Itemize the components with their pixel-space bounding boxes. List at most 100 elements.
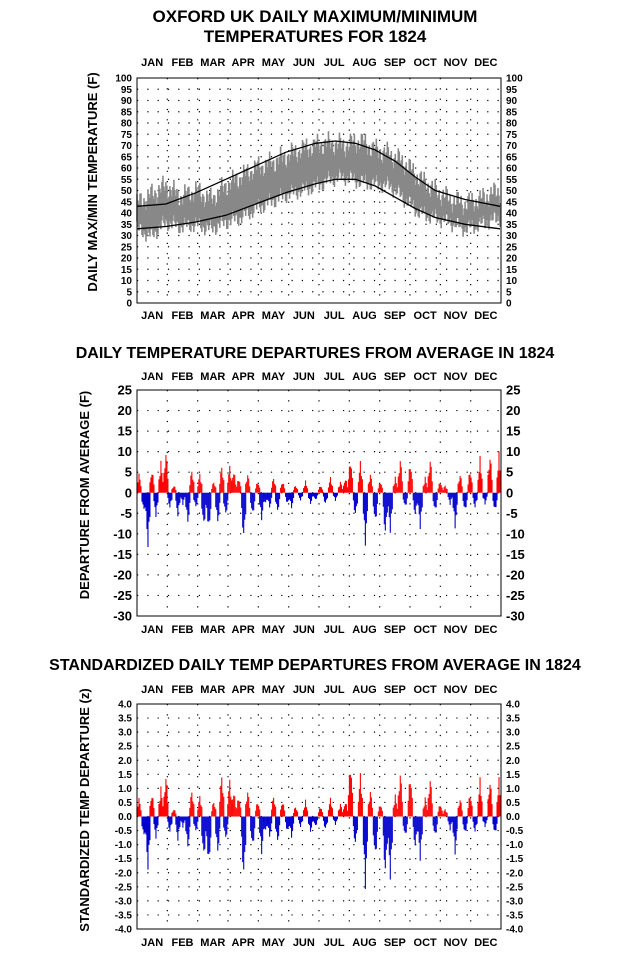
y-tick-label-right: 45 <box>506 197 518 208</box>
month-label-bottom: JUN <box>293 624 315 636</box>
y-tick-label-right: 60 <box>506 164 518 175</box>
month-label-top: DEC <box>474 371 497 383</box>
chart-2-departures: DAILY TEMPERATURE DEPARTURES FROM AVERAG… <box>76 345 555 636</box>
chart-2-y-axis-label: DEPARTURE FROM AVERAGE (F) <box>77 391 92 599</box>
y-tick-label-left: -2.0 <box>115 868 133 879</box>
y-tick-label-right: 5 <box>506 465 513 480</box>
y-tick-label-left: 3.0 <box>118 728 132 739</box>
y-tick-label-right: -3.0 <box>506 896 524 907</box>
month-label-bottom: SEP <box>384 937 406 949</box>
month-label-top: MAR <box>200 57 225 69</box>
month-label-top: AUG <box>352 57 376 69</box>
chart-1-y-axis-label: DAILY MAX/MIN TEMPERATURE (F) <box>85 72 100 291</box>
month-label-bottom: APR <box>232 310 255 322</box>
month-label-top: JUL <box>324 57 345 69</box>
y-tick-label-left: -15 <box>113 547 132 562</box>
chart-2-grid <box>137 390 501 616</box>
y-tick-label-left: 25 <box>118 383 132 398</box>
y-tick-label-left: -3.5 <box>115 910 133 921</box>
month-label-bottom: OCT <box>414 310 438 322</box>
month-label-bottom: FEB <box>172 937 194 949</box>
month-label-top: JAN <box>141 371 163 383</box>
y-tick-label-left: 40 <box>121 209 133 220</box>
y-tick-label-right: 75 <box>506 130 518 141</box>
month-label-bottom: FEB <box>172 624 194 636</box>
chart-3-tick-labels: -4.0 -4.0 -3.5 -3.5 -3.0 -3.0 -2.5 -2.5 -2.0 -2.0… <box>115 684 524 949</box>
month-label-bottom: SEP <box>384 624 406 636</box>
y-tick-label-right: 15 <box>506 265 518 276</box>
month-label-top: MAY <box>262 684 286 696</box>
month-label-top: JUL <box>324 684 345 696</box>
y-tick-label-left: -2.5 <box>115 882 133 893</box>
month-label-bottom: MAR <box>200 624 225 636</box>
chart-1-title-line-1: OXFORD UK DAILY MAXIMUM/MINIMUM <box>153 7 478 26</box>
y-tick-label-right: -15 <box>506 547 525 562</box>
chart-2-plot-frame <box>136 389 502 617</box>
y-tick-label-left: 80 <box>121 119 133 130</box>
month-label-top: JAN <box>141 684 163 696</box>
y-tick-label-right: 50 <box>506 186 518 197</box>
y-tick-label-right: -1.0 <box>506 840 524 851</box>
month-label-top: JUN <box>293 684 315 696</box>
y-tick-label-right: -1.5 <box>506 854 524 865</box>
y-tick-label-right: 0.0 <box>506 812 520 823</box>
y-tick-label-left: 0.0 <box>118 812 132 823</box>
y-tick-label-left: 3.5 <box>118 714 132 725</box>
chart-2-tick-labels: -30 -30 -25 -25 -20 -20 -15 -15 -10 -10 -5 -5 0 0 5 5 10… <box>113 371 525 636</box>
month-label-top: SEP <box>384 684 406 696</box>
month-label-bottom: MAR <box>200 937 225 949</box>
y-tick-label-right: -3.5 <box>506 910 524 921</box>
y-tick-label-right: 25 <box>506 242 518 253</box>
y-tick-label-left: 100 <box>115 74 132 85</box>
y-tick-label-left: -1.5 <box>115 854 133 865</box>
month-label-bottom: NOV <box>444 937 469 949</box>
y-tick-label-right: 1.0 <box>506 784 520 795</box>
y-tick-label-right: 30 <box>506 231 518 242</box>
y-tick-label-left: -4.0 <box>115 925 133 936</box>
y-tick-label-right: -20 <box>506 567 525 582</box>
month-label-top: NOV <box>444 57 469 69</box>
month-label-bottom: JAN <box>141 624 163 636</box>
y-tick-label-right: 5 <box>506 287 512 298</box>
y-tick-label-left: 35 <box>121 220 133 231</box>
chart-2-title: DAILY TEMPERATURE DEPARTURES FROM AVERAG… <box>76 345 555 362</box>
month-label-top: SEP <box>384 57 406 69</box>
y-tick-label-left: -0.5 <box>115 826 133 837</box>
chart-1-traces <box>136 131 501 242</box>
y-tick-label-left: 0.5 <box>118 798 132 809</box>
y-tick-label-right: 25 <box>506 383 520 398</box>
y-tick-label-left: 10 <box>118 444 132 459</box>
y-tick-label-right: 15 <box>506 424 520 439</box>
y-tick-label-right: 35 <box>506 220 518 231</box>
y-tick-label-left: 75 <box>121 130 133 141</box>
y-tick-label-left: 2.5 <box>118 742 132 753</box>
normal-max-line <box>136 140 501 207</box>
month-label-top: AUG <box>352 371 376 383</box>
y-tick-label-left: 90 <box>121 96 133 107</box>
chart-3-standardized-departures: STANDARDIZED DAILY TEMP DEPARTURES FROM … <box>49 657 581 949</box>
y-tick-label-left: 0 <box>125 485 132 500</box>
month-label-bottom: MAY <box>262 937 286 949</box>
month-label-top: FEB <box>172 57 194 69</box>
chart-3-y-axis-label: STANDARDIZED TEMP DEPARTURE (z) <box>77 688 92 931</box>
y-tick-label-right: 10 <box>506 444 520 459</box>
y-tick-label-left: 15 <box>118 424 132 439</box>
month-label-bottom: AUG <box>352 310 376 322</box>
y-tick-label-right: 95 <box>506 85 518 96</box>
month-label-top: JUL <box>324 371 345 383</box>
month-label-bottom: JUL <box>324 937 345 949</box>
y-tick-label-right: -30 <box>506 609 525 624</box>
y-tick-label-right: -4.0 <box>506 925 524 936</box>
y-tick-label-right: 20 <box>506 254 518 265</box>
chart-2-bars <box>136 451 501 548</box>
month-label-bottom: MAY <box>262 310 286 322</box>
month-label-bottom: AUG <box>352 624 376 636</box>
month-label-bottom: NOV <box>444 310 469 322</box>
month-label-bottom: JUL <box>324 310 345 322</box>
y-tick-label-left: -10 <box>113 526 132 541</box>
chart-1-plot-frame <box>136 77 502 304</box>
y-tick-label-left: 5 <box>125 465 132 480</box>
y-tick-label-left: 30 <box>121 231 133 242</box>
y-tick-label-left: 85 <box>121 107 133 118</box>
